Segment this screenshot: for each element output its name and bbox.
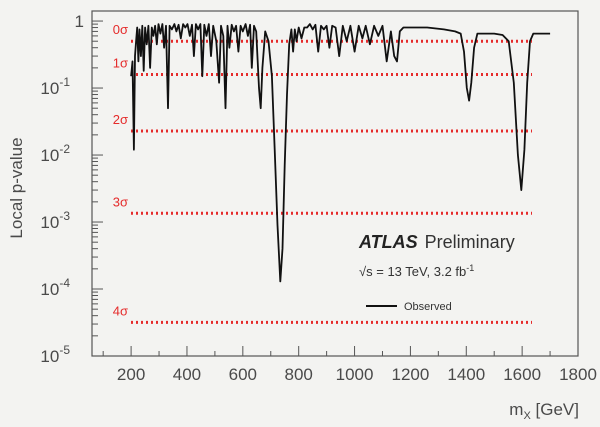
significance-label: 1σ — [113, 56, 128, 71]
x-axis-title-unit: [GeV] — [531, 400, 579, 419]
x-axis-ticks: 200 400 600 800 1000 1200 1400 1600 1800 — [102, 346, 597, 384]
x-tick-label: 1800 — [559, 365, 597, 384]
y-axis-title: Local p-value — [7, 137, 26, 238]
energy-sup: -1 — [466, 263, 474, 273]
y-tick-exp: -2 — [59, 142, 70, 156]
x-axis-title: mX [GeV] — [509, 400, 579, 422]
significance-label: 4σ — [113, 303, 128, 318]
legend: Observed — [366, 301, 452, 313]
x-tick-label: 800 — [285, 365, 313, 384]
y-tick-exp: -1 — [59, 75, 70, 89]
atlas-experiment: ATLAS — [358, 232, 418, 252]
plot-frame — [91, 10, 579, 357]
y-tick-base: 10 — [40, 213, 59, 232]
x-tick-label: 600 — [229, 365, 257, 384]
x-tick-label: 1200 — [391, 365, 429, 384]
x-tick-label: 400 — [173, 365, 201, 384]
legend-label: Observed — [404, 301, 452, 313]
x-axis-title-sub: X — [523, 410, 531, 422]
y-tick-base: 10 — [40, 280, 59, 299]
y-tick-label: 10-2 — [40, 142, 70, 165]
y-tick-base: 1 — [75, 12, 84, 31]
x-tick-label: 1600 — [503, 365, 541, 384]
y-tick-label: 10-3 — [40, 209, 70, 232]
y-tick-exp: -3 — [59, 209, 70, 223]
significance-label: 0σ — [113, 22, 128, 37]
observed-series — [130, 23, 551, 283]
significance-label: 2σ — [113, 112, 128, 127]
y-axis-ticks: 110-110-210-310-410-5 — [40, 12, 103, 366]
significance-labels: 0σ 1σ 2σ 3σ 4σ — [113, 22, 128, 318]
x-axis-title-var: m — [509, 400, 523, 419]
y-tick-exp: -4 — [59, 276, 70, 290]
y-tick-base: 10 — [40, 146, 59, 165]
y-tick-exp: -5 — [59, 343, 70, 357]
y-tick-label: 10-1 — [40, 75, 70, 98]
x-tick-label: 1400 — [447, 365, 485, 384]
y-tick-base: 10 — [40, 79, 59, 98]
y-tick-label: 10-4 — [40, 276, 70, 299]
significance-lines — [131, 39, 532, 324]
x-tick-label: 1000 — [336, 365, 374, 384]
y-tick-label: 1 — [75, 12, 84, 31]
significance-label: 3σ — [113, 194, 128, 209]
energy-text: = 13 TeV, 3.2 fb — [373, 264, 467, 279]
atlas-label: ATLAS Preliminary — [358, 232, 515, 252]
x-tick-label: 200 — [117, 365, 145, 384]
energy-label: √s = 13 TeV, 3.2 fb-1 — [359, 263, 474, 279]
y-tick-base: 10 — [40, 347, 59, 366]
observed-curve — [130, 23, 551, 283]
y-tick-label: 10-5 — [40, 343, 70, 366]
energy-sqrt: √s — [359, 264, 373, 279]
atlas-status: Preliminary — [425, 232, 515, 252]
